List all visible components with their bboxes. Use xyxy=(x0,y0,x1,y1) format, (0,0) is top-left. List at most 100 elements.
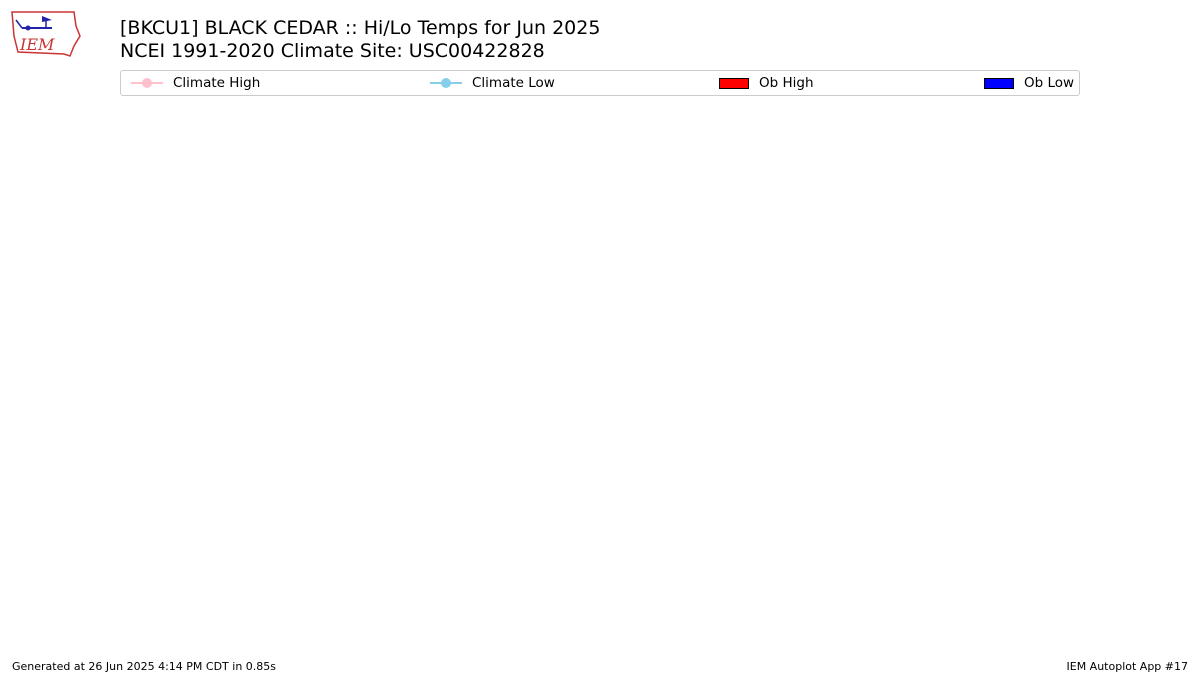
bar-ob-low-22 xyxy=(796,570,807,609)
climate-high-line xyxy=(135,195,1049,256)
bar-ob-low-15 xyxy=(576,349,587,609)
climate-low-point-24 xyxy=(855,415,865,425)
bar-ob-high-13 xyxy=(503,173,514,609)
bar-ob-high-17 xyxy=(629,210,640,609)
label-ob-low-22: 35 xyxy=(793,554,810,569)
bar-ob-high-10 xyxy=(409,173,420,609)
bar-ob-high-21 xyxy=(755,210,766,609)
bar-ob-high-12 xyxy=(472,173,483,609)
bar-ob-high-9 xyxy=(377,180,388,609)
bar-ob-low-20 xyxy=(733,335,744,609)
label-ob-high-8: 87 xyxy=(343,171,360,186)
bar-ob-low-24 xyxy=(859,482,870,609)
bar-ob-low-4 xyxy=(229,511,240,609)
label-ob-high-25: 83 xyxy=(878,201,895,216)
xtick-label-6: 6 xyxy=(289,616,297,631)
climate-low-point-2 xyxy=(162,458,172,468)
climate-high-point-18 xyxy=(666,214,676,224)
climate-low-point-1 xyxy=(131,459,141,469)
legend-label-climate-low: Climate Low xyxy=(472,75,555,91)
climate-high-point-12 xyxy=(477,225,487,235)
label-ob-high-9: 88 xyxy=(375,164,392,179)
climate-high-point-24 xyxy=(855,202,865,212)
climate-high-point-9 xyxy=(383,231,393,241)
xtick-label-23: 23 xyxy=(820,616,837,631)
bar-ob-high-24 xyxy=(849,232,861,609)
ytick-label-60: 60 xyxy=(95,381,112,396)
bar-ob-high-20 xyxy=(723,187,735,609)
label-ob-low-16: 62 xyxy=(604,355,621,370)
climate-low-point-12 xyxy=(477,439,487,449)
climate-low-point-26 xyxy=(918,411,928,421)
label-ob-high-19: 94 xyxy=(689,120,706,135)
climate-high-point-20 xyxy=(729,209,739,219)
climate-high-point-21 xyxy=(760,208,770,218)
bar-ob-high-14 xyxy=(535,158,546,609)
climate-high-point-1 xyxy=(131,250,141,260)
climate-high-point-29 xyxy=(1012,193,1022,203)
label-ob-low-7: 53 xyxy=(321,422,338,437)
xtick-label-16: 16 xyxy=(600,616,617,631)
xtick-label-25: 25 xyxy=(883,616,900,631)
bar-ob-high-2 xyxy=(157,261,168,609)
xtick-label-27: 27 xyxy=(946,616,963,631)
logo-text: IEM xyxy=(19,35,55,54)
climate-low-line xyxy=(135,406,1049,466)
bar-ob-low-2 xyxy=(166,416,178,609)
ob-low-swatch xyxy=(984,77,1014,89)
bar-ob-low-7 xyxy=(324,438,335,609)
xtick-label-22: 22 xyxy=(788,616,805,631)
bar-ob-high-8 xyxy=(346,187,357,609)
climate-high-point-10 xyxy=(414,230,424,240)
climate-high-point-5 xyxy=(257,240,267,250)
bar-ob-low-12 xyxy=(481,386,492,609)
climate-low-point-7 xyxy=(320,449,330,459)
bar-ob-low-9 xyxy=(387,430,398,609)
xtick-label-12: 12 xyxy=(474,616,491,631)
ytick-label-40: 40 xyxy=(95,528,112,543)
climate-high-point-17 xyxy=(634,216,644,226)
label-ob-low-9: 54 xyxy=(384,414,401,429)
weekend-band-29 xyxy=(1001,100,1033,608)
climate-low-point-5 xyxy=(257,453,267,463)
bar-ob-low-17 xyxy=(638,416,650,609)
climate-high-point-7 xyxy=(320,236,330,246)
legend-label-ob-low: Ob Low xyxy=(1024,75,1075,91)
label-ob-high-1: 87 xyxy=(123,171,140,186)
xtick-label-30: 30 xyxy=(1040,616,1057,631)
label-ob-high-2: 77 xyxy=(154,245,171,260)
bar-ob-high-5 xyxy=(251,276,262,609)
xtick-label-11: 11 xyxy=(442,616,459,631)
iem-logo: IEM xyxy=(11,11,81,57)
label-ob-high-23: 76 xyxy=(815,252,832,267)
label-ob-low-25: 50 xyxy=(888,444,905,459)
climate-low-point-28 xyxy=(981,406,991,416)
ytick-label-30: 30 xyxy=(95,602,112,617)
weekend-band-14 xyxy=(529,100,561,608)
label-ob-high-12: 89 xyxy=(469,157,486,172)
climate-low-point-17 xyxy=(634,429,644,439)
ytick-label-80: 80 xyxy=(95,233,112,248)
bar-ob-low-11 xyxy=(450,372,461,609)
bar-ob-low-26 xyxy=(922,401,933,609)
label-ob-low-12: 60 xyxy=(478,370,495,385)
bar-ob-high-3 xyxy=(188,283,200,609)
ytick-label-70: 70 xyxy=(95,307,112,322)
climate-high-swatch xyxy=(131,78,163,88)
bar-ob-high-26 xyxy=(912,180,923,609)
label-ob-low-15: 65 xyxy=(573,333,590,348)
label-ob-high-3: 74 xyxy=(186,267,203,282)
climate-high-point-15 xyxy=(571,219,581,229)
label-ob-high-16: 89 xyxy=(595,157,612,172)
label-ob-high-22: 69 xyxy=(784,304,801,319)
xtick-label-14: 14 xyxy=(537,616,554,631)
legend-climate-low: Climate Low xyxy=(430,71,555,95)
xtick-label-26: 26 xyxy=(914,616,931,631)
climate-high-point-26 xyxy=(918,198,928,208)
xtick-label-10: 10 xyxy=(411,616,428,631)
label-ob-high-24: 81 xyxy=(847,216,864,231)
y-axis-label: Temperature °F xyxy=(69,304,84,405)
bar-ob-low-5 xyxy=(261,475,272,609)
label-ob-high-4: 75 xyxy=(217,260,234,275)
xtick-label-20: 20 xyxy=(725,616,742,631)
